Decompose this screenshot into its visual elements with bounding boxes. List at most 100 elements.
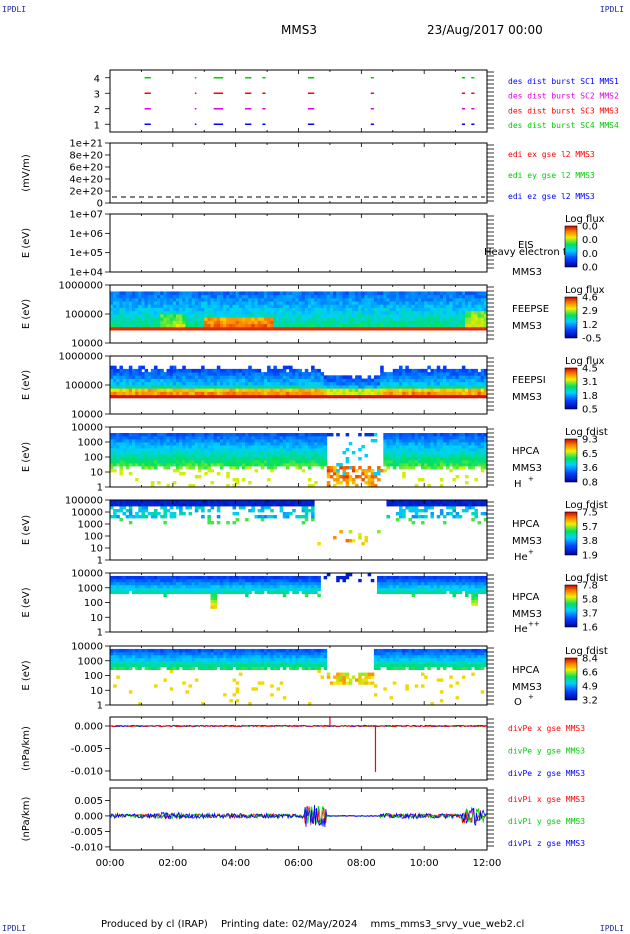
feepsi-spacecraft: MMS3 [512,392,542,403]
edi-ytick-label: 4e+20 [69,175,103,186]
burst-frame [109,69,488,133]
hpca_o-colorbar-tick: 6.6 [582,668,598,679]
divpe-legend-item: divPe x gse MMS3 [508,724,585,733]
hpca_h-charge: + [528,475,534,483]
feepse-colorbar-title: Log flux [565,285,605,296]
edi-legend-item: edi ez gse l2 MMS3 [508,192,595,201]
eis-colorbar [564,225,578,268]
burst-legend-item: des dist burst SC4 MMS4 [508,121,619,130]
hpca_h-colorbar-title: Log fdist [565,427,608,438]
header-spacecraft: MMS3 [281,23,317,37]
eis-colorbar-tick: 0.0 [582,222,598,233]
hpca_o-colorbar [564,657,578,701]
edi-ytick-label: 8e+20 [69,151,103,162]
hpca_h-spacecraft: MMS3 [512,463,542,474]
xaxis-tick-label: 06:00 [284,858,313,869]
hpca_o-colorbar-title: Log fdist [565,646,608,657]
burst-ytick-label: 2 [94,105,100,116]
edi-ytick-label: 6e+20 [69,163,103,174]
hpca_hepp-colorbar-tick: 5.8 [582,595,598,606]
hpca_he-ytick-label: 100 [84,532,103,543]
divpe-ytick-label: -0.005 [71,744,103,755]
hpca_o-charge: + [528,693,534,701]
corner-label-tr: IPDLI [599,5,624,14]
hpca_he-species: He [514,552,528,563]
hpca_he-ytick-label: 1000 [78,520,103,531]
hpca_he-heatmap [110,500,488,546]
hpca_hepp-species: He [514,624,528,635]
hpca_o-ytick-label: 1 [97,701,103,712]
hpca_o-colorbar-tick: 8.4 [582,654,598,665]
hpca_h-ylabel: E (eV) [21,442,32,472]
hpca_o-ytick-label: 1000 [78,656,103,667]
hpca_he-ylabel: E (eV) [21,515,32,545]
hpca_o-ytick-label: 10000 [71,642,103,653]
hpca_he-colorbar [564,511,578,556]
hpca_o-spacecraft: MMS3 [512,682,542,693]
hpca_hepp-ytick-label: 10000 [71,569,103,580]
eis-colorbar-tick: 0.0 [582,249,598,260]
hpca_o-ytick-label: 100 [84,671,103,682]
footer-script: mms_mms3_srvy_vue_web2.cl [370,919,525,930]
feepse-ylabel: E (eV) [21,299,32,329]
feepse-colorbar-tick: 2.9 [582,306,598,317]
hpca_h-ytick-label: 10000 [71,423,103,434]
hpca_he-instrument: HPCA [512,519,540,530]
hpca_o-instrument: HPCA [512,665,540,676]
divpe-ytick-label: 0.000 [74,722,103,733]
hpca_he-ytick-label: 10000 [71,508,103,519]
hpca_h-ytick-label: 1 [97,483,103,494]
burst-ytick-label: 3 [94,89,100,100]
feepsi-ytick-label: 1000000 [58,352,103,363]
feepsi-colorbar-tick: 1.8 [582,391,598,402]
feepse-colorbar-tick: -0.5 [582,334,602,345]
eis-ytick-label: 1e+04 [69,268,103,279]
feepse-colorbar-tick: 1.2 [582,320,598,331]
corner-label-br: IPDLI [599,924,624,933]
burst-legend-item: des dist burst SC1 MMS1 [508,77,619,86]
hpca_h-heatmap [110,433,488,488]
feepsi-heatmap [110,365,488,399]
hpca_h-instrument: HPCA [512,446,540,457]
feepsi-ytick-label: 10000 [71,410,103,421]
edi-ytick-label: 0 [97,199,103,210]
hpca_he-colorbar-title: Log fdist [565,500,608,511]
burst-legend-item: des dist burst SC3 MMS3 [508,106,619,115]
footer-produced: Produced by cl (IRAP) [101,919,208,930]
burst-ytick-label: 4 [94,74,100,85]
eis-frame [109,213,488,273]
divpi-ylabel: (nPa/km) [21,797,32,842]
divpe-legend-item: divPe z gse MMS3 [508,769,585,778]
hpca_hepp-heatmap [110,573,488,609]
hpca_h-ytick-label: 1000 [78,438,103,449]
xaxis-tick-label: 00:00 [96,858,125,869]
hpca_h-ytick-label: 100 [84,453,103,464]
eis-overlay-text: Heavy electron to [484,247,573,258]
divpi-series-z [109,804,488,828]
divpe-ylabel: (nPa/km) [21,726,32,771]
feepsi-ylabel: E (eV) [21,370,32,400]
footer: Produced by cl (IRAP) Printing date: 02/… [101,919,534,930]
feepsi-colorbar-tick: 0.5 [582,405,598,416]
hpca_o-heatmap [110,648,488,706]
divpi-ytick-label: -0.005 [71,827,103,838]
xaxis-tick-label: 12:00 [473,858,502,869]
divpi-ytick-label: -0.010 [71,842,103,853]
feepsi-colorbar [564,367,578,410]
feepse-ytick-label: 10000 [71,339,103,350]
corner-label-bl: IPDLI [2,924,27,933]
hpca_o-ytick-label: 10 [90,686,103,697]
hpca_h-colorbar [564,438,578,483]
hpca_hepp-colorbar-title: Log fdist [565,573,608,584]
hpca_hepp-colorbar-tick: 3.7 [582,609,598,620]
hpca_he-spacecraft: MMS3 [512,536,542,547]
hpca_hepp-ytick-label: 1 [97,628,103,639]
divpi-ytick-label: 0.000 [74,811,103,822]
hpca_o-ylabel: E (eV) [21,660,32,690]
eis-instrument: EIS [518,240,534,251]
feepsi-instrument: FEEPSI [512,375,546,386]
hpca_hepp-ytick-label: 10 [90,613,103,624]
eis-ytick-label: 1e+06 [69,229,103,240]
divpe-legend-item: divPe y gse MMS3 [508,747,585,756]
burst-legend-item: des dist burst SC2 MMS2 [508,92,619,101]
